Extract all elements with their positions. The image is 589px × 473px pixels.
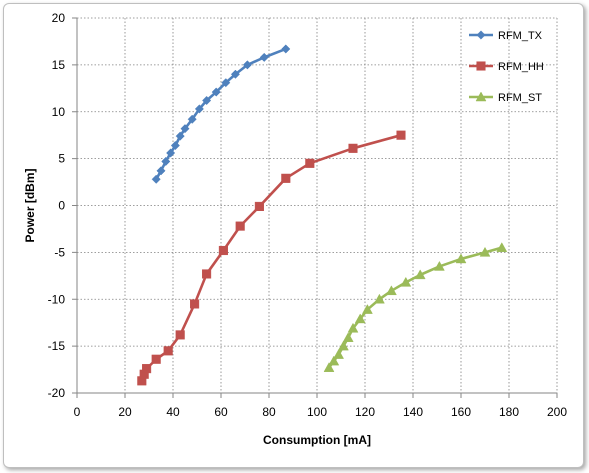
data-point-rfm-st — [385, 285, 397, 296]
x-tick-label: 100 — [307, 405, 327, 419]
data-point-rfm-st — [433, 260, 445, 271]
data-point-rfm-tx — [202, 95, 212, 106]
y-axis-title: Power [dBm] — [23, 168, 37, 242]
y-tick-label: 20 — [52, 11, 66, 25]
series-rfm-st — [323, 242, 508, 372]
data-point-rfm-st — [373, 293, 385, 304]
series-layer — [137, 44, 508, 386]
data-point-rfm-st — [479, 246, 491, 257]
data-point-rfm-tx — [211, 87, 221, 97]
series-rfm-hh — [137, 130, 406, 386]
data-point-rfm-hh — [218, 245, 228, 256]
data-point-rfm-tx — [175, 131, 185, 141]
y-tick-label: -15 — [48, 339, 66, 353]
data-point-rfm-st — [496, 242, 508, 252]
data-point-rfm-hh — [151, 354, 161, 364]
y-tick-label: 0 — [58, 199, 65, 213]
data-point-rfm-tx — [259, 52, 269, 62]
data-point-rfm-tx — [187, 114, 197, 124]
x-tick-label: 160 — [451, 405, 471, 419]
y-tick-label: -20 — [48, 386, 66, 400]
legend-item-rfm-hh: RFM_HH — [469, 61, 544, 73]
y-tick-label: -5 — [54, 245, 65, 259]
data-point-rfm-hh — [305, 158, 315, 168]
legend: RFM_TX RFM_HH RFM_ST — [469, 30, 544, 104]
x-tick-label: 180 — [499, 405, 519, 419]
data-point-rfm-st — [347, 322, 359, 333]
y-tick-label: 10 — [52, 105, 66, 119]
gridlines — [77, 17, 558, 393]
x-tick-label: 60 — [214, 405, 228, 419]
data-point-rfm-hh — [190, 299, 200, 309]
data-point-rfm-hh — [202, 269, 212, 279]
data-point-rfm-st — [333, 349, 345, 359]
data-point-rfm-tx — [156, 166, 166, 176]
x-tick-label: 120 — [355, 405, 375, 419]
data-point-rfm-hh — [348, 143, 358, 153]
data-point-rfm-st — [328, 355, 340, 366]
data-point-rfm-tx — [180, 124, 190, 134]
data-point-rfm-tx — [170, 140, 180, 151]
series-line-rfm-tx — [155, 47, 287, 180]
data-point-rfm-tx — [161, 156, 171, 166]
data-point-rfm-st — [337, 340, 349, 351]
legend-label: RFM_HH — [498, 61, 544, 73]
y-tick-label: 15 — [52, 58, 66, 72]
data-point-rfm-tx — [281, 44, 291, 54]
data-point-rfm-hh — [142, 364, 152, 374]
x-tick-label: 40 — [166, 405, 180, 419]
y-tick-label: 5 — [58, 152, 65, 166]
series-line-rfm-st — [327, 246, 503, 369]
data-point-rfm-hh — [175, 330, 185, 340]
data-point-rfm-st — [400, 276, 412, 287]
legend-swatch-marker — [475, 91, 487, 102]
series-line-rfm-hh — [140, 133, 402, 382]
series-rfm-tx — [151, 44, 291, 184]
x-tick-label: 20 — [118, 405, 132, 419]
data-point-rfm-st — [361, 304, 373, 314]
legend-label: RFM_ST — [498, 92, 542, 104]
legend-swatch-marker — [476, 30, 486, 40]
data-point-rfm-hh — [163, 346, 173, 356]
legend-label: RFM_TX — [498, 30, 543, 42]
data-point-rfm-hh — [396, 130, 406, 140]
data-point-rfm-tx — [194, 104, 204, 114]
data-point-rfm-tx — [166, 148, 176, 158]
data-point-rfm-tx — [242, 60, 252, 70]
data-point-rfm-st — [323, 362, 335, 372]
data-point-rfm-st — [354, 313, 366, 324]
data-point-rfm-st — [414, 269, 426, 280]
data-point-rfm-hh — [235, 221, 245, 231]
legend-swatch-marker — [476, 61, 486, 71]
tick-labels: 0 20 40 60 80 100 120 140 160 180 200 -20 -15 -10 -5 0 5… — [48, 11, 568, 419]
legend-item-rfm-st: RFM_ST — [469, 91, 542, 104]
x-tick-label: 200 — [547, 405, 567, 419]
data-point-rfm-st — [455, 253, 467, 264]
x-tick-label: 0 — [74, 405, 81, 419]
legend-item-rfm-tx: RFM_TX — [469, 30, 543, 42]
axes — [72, 17, 558, 398]
data-point-rfm-st — [342, 332, 354, 342]
x-tick-label: 140 — [403, 405, 423, 419]
data-point-rfm-tx — [151, 174, 161, 184]
y-tick-label: -10 — [48, 292, 66, 306]
data-point-rfm-tx — [221, 78, 231, 88]
x-tick-label: 80 — [262, 405, 276, 419]
data-point-rfm-hh — [281, 173, 291, 183]
data-point-rfm-hh — [254, 201, 264, 211]
chart-frame — [3, 3, 584, 468]
data-point-rfm-tx — [230, 69, 240, 79]
x-axis-title: Consumption [mA] — [263, 433, 371, 447]
